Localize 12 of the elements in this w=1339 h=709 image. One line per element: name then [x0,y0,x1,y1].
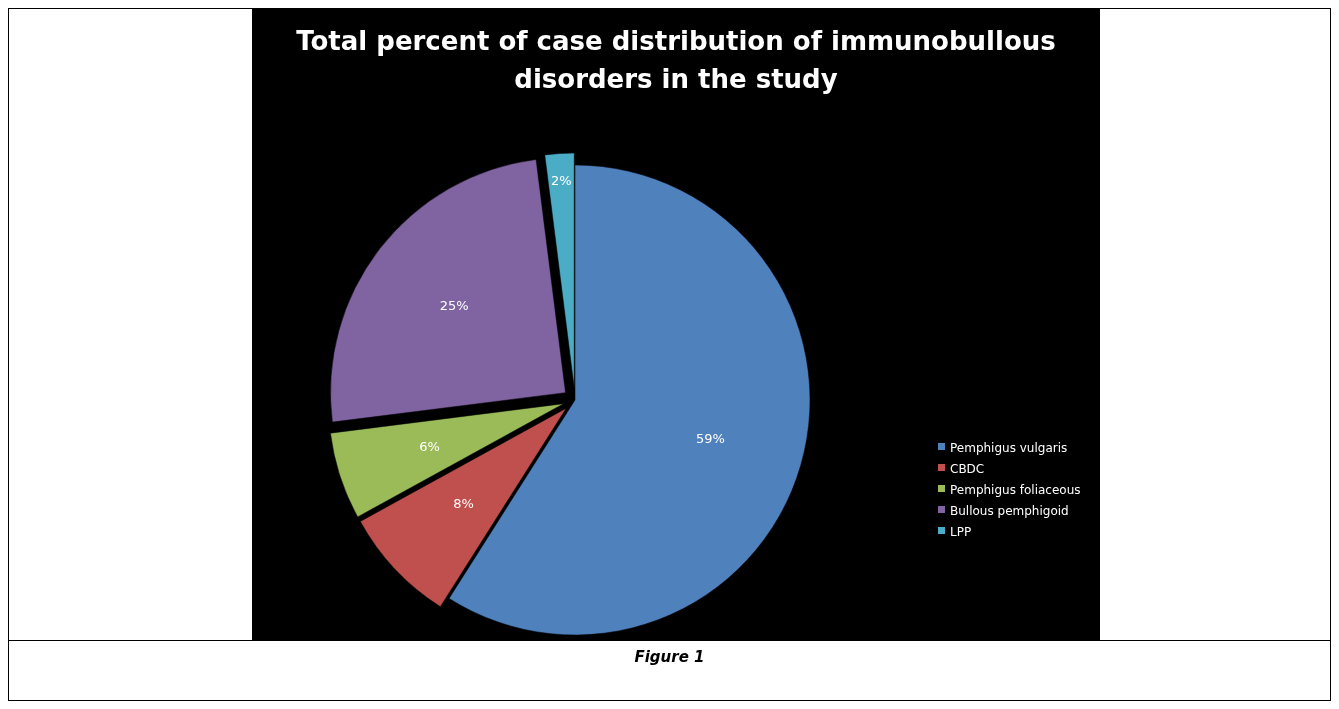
chart-title: Total percent of case distribution of immunobullous disorders in the study [296,26,1056,94]
data-label: 6% [419,438,440,454]
legend-label: Pemphigus foliaceous [950,482,1081,497]
data-label: 59% [695,430,725,446]
data-label: 25% [439,297,469,313]
legend-label: LPP [950,524,972,539]
legend-label: Bullous pemphigoid [950,503,1069,518]
legend-label: Pemphigus vulgaris [950,440,1068,455]
legend-label: CBDC [950,461,985,476]
data-label: 8% [453,496,474,512]
data-label: 2% [550,173,572,189]
caption: Figure 1 [634,648,705,666]
